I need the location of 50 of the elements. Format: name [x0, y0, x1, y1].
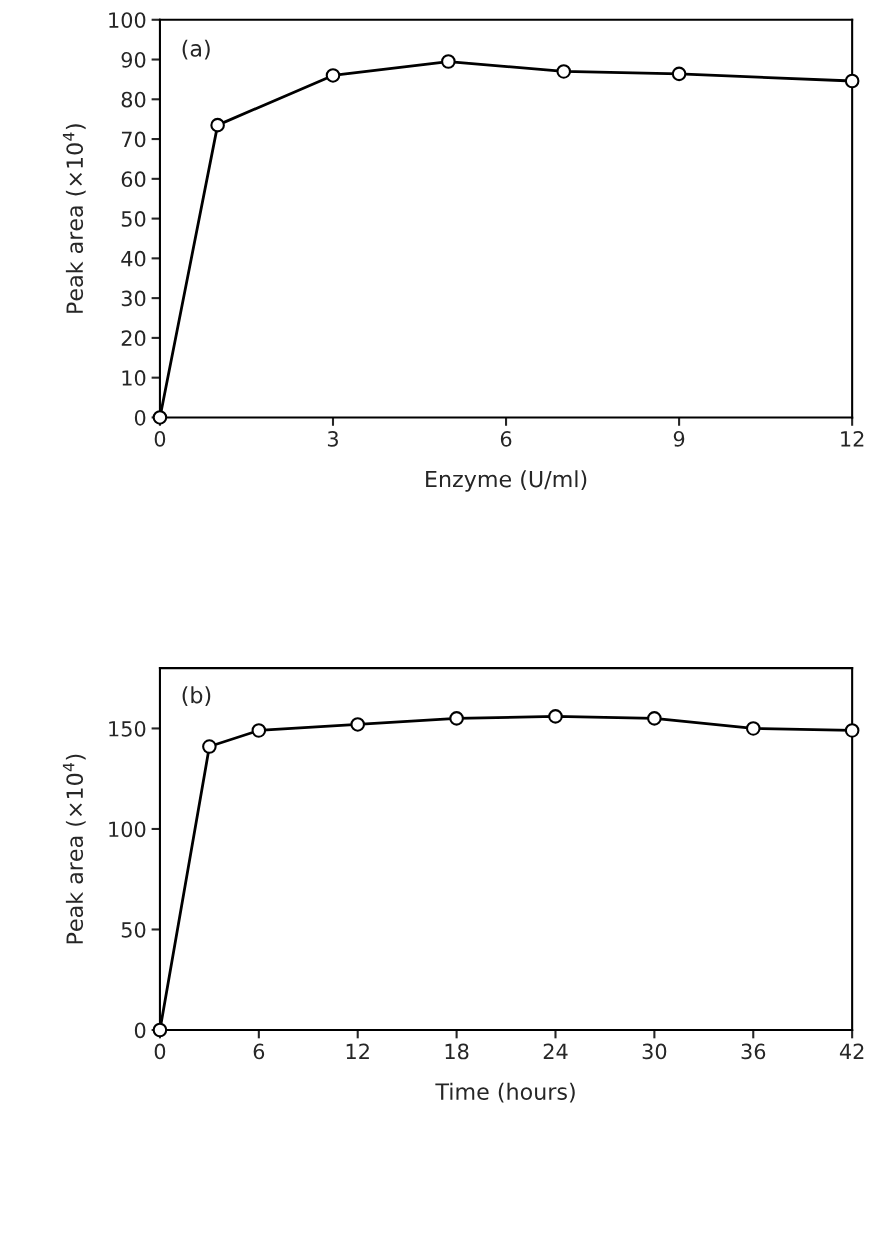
- annotation: (b): [182, 686, 211, 707]
- y-tick-label: 100: [109, 12, 146, 28]
- y-tick-label: 90: [121, 51, 146, 68]
- point: [441, 54, 456, 69]
- y-tick-label: 30: [121, 290, 146, 307]
- point: [202, 739, 217, 754]
- x-tick-label: 36: [741, 1043, 766, 1060]
- y-tick-label: 50: [121, 211, 146, 227]
- point: [844, 73, 860, 89]
- y-tick-label: 10: [122, 370, 146, 386]
- x-tick-label: 42: [839, 1043, 864, 1060]
- annotation: (a): [182, 39, 210, 60]
- y-tick-label: 150: [109, 720, 146, 737]
- x-tick-label: 12: [346, 1043, 369, 1060]
- point: [671, 66, 687, 82]
- x-axis-title: Enzyme (U/ml): [426, 470, 587, 492]
- y-tick-label: 40: [121, 250, 146, 267]
- x-tick-label: 6: [500, 430, 512, 447]
- x-tick-label: 9: [673, 430, 685, 447]
- point: [556, 64, 572, 79]
- y-tick-label: 70: [121, 131, 146, 148]
- point: [449, 711, 464, 726]
- y-tick-label: 100: [109, 821, 146, 838]
- point: [350, 717, 366, 732]
- point: [647, 711, 662, 726]
- point: [745, 721, 761, 736]
- x-tick-label: 0: [154, 1043, 166, 1060]
- point: [152, 410, 168, 425]
- point: [548, 709, 563, 724]
- y-tick-label: 80: [121, 91, 146, 108]
- y-tick-label: 60: [121, 171, 146, 188]
- x-tick-label: 12: [841, 430, 864, 447]
- y-tick-label: 0: [134, 409, 146, 426]
- x-tick-label: 24: [543, 1043, 568, 1060]
- y-tick-label: 50: [121, 921, 146, 938]
- point: [325, 68, 341, 83]
- x-tick-label: 6: [253, 1043, 265, 1060]
- x-axis-title: Time (hours): [435, 1082, 575, 1103]
- y-axis-title: Peak area (×10$^{4}$): [62, 124, 86, 313]
- x-tick-label: 18: [445, 1043, 469, 1060]
- point: [251, 723, 267, 738]
- y-axis-title: Peak area (×10$^{4}$): [62, 754, 86, 944]
- point: [152, 1022, 168, 1038]
- x-tick-label: 3: [327, 430, 338, 447]
- y-tick-label: 0: [134, 1022, 146, 1039]
- point: [210, 117, 225, 133]
- x-tick-label: 0: [154, 430, 166, 447]
- point: [844, 723, 860, 738]
- x-tick-label: 30: [642, 1043, 667, 1060]
- y-tick-label: 20: [121, 330, 146, 347]
